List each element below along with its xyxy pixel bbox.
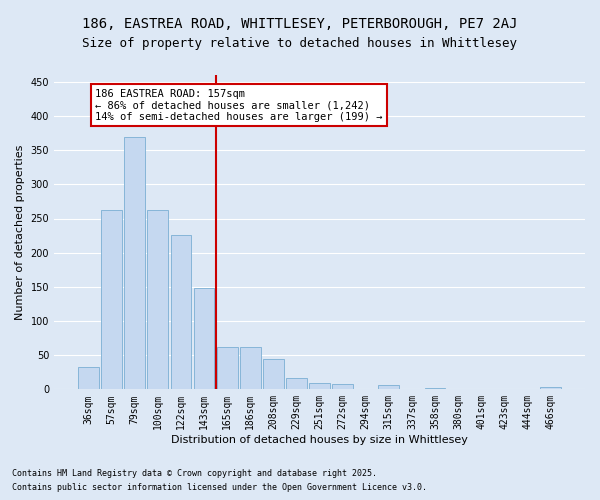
Bar bbox=[309, 382, 330, 390]
Y-axis label: Number of detached properties: Number of detached properties bbox=[15, 144, 25, 320]
Text: Contains HM Land Registry data © Crown copyright and database right 2025.: Contains HM Land Registry data © Crown c… bbox=[12, 468, 377, 477]
Text: Contains public sector information licensed under the Open Government Licence v3: Contains public sector information licen… bbox=[12, 484, 427, 492]
Bar bbox=[379, 385, 399, 390]
Text: 186 EASTREA ROAD: 157sqm
← 86% of detached houses are smaller (1,242)
14% of sem: 186 EASTREA ROAD: 157sqm ← 86% of detach… bbox=[95, 88, 383, 122]
Bar bbox=[78, 368, 99, 390]
Bar bbox=[217, 347, 238, 390]
Text: 186, EASTREA ROAD, WHITTLESEY, PETERBOROUGH, PE7 2AJ: 186, EASTREA ROAD, WHITTLESEY, PETERBORO… bbox=[82, 18, 518, 32]
Bar bbox=[286, 378, 307, 390]
Bar bbox=[124, 136, 145, 390]
X-axis label: Distribution of detached houses by size in Whittlesey: Distribution of detached houses by size … bbox=[171, 435, 468, 445]
Bar bbox=[263, 358, 284, 390]
Bar bbox=[194, 288, 214, 390]
Bar bbox=[240, 347, 260, 390]
Bar bbox=[332, 384, 353, 390]
Bar bbox=[148, 210, 168, 390]
Bar bbox=[170, 235, 191, 390]
Bar bbox=[101, 210, 122, 390]
Text: Size of property relative to detached houses in Whittlesey: Size of property relative to detached ho… bbox=[83, 38, 517, 51]
Bar bbox=[425, 388, 445, 390]
Bar bbox=[540, 388, 561, 390]
